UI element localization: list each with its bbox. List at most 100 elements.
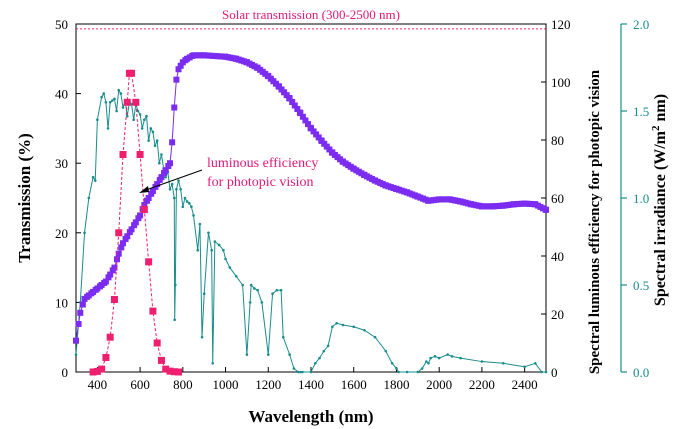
transmission-point <box>118 244 125 251</box>
transmission-point <box>111 264 118 271</box>
luminous-annotation-line2: for photopic vision <box>207 175 314 190</box>
transmission-point <box>77 309 84 316</box>
luminous-annotation-line1: luminous efficiency <box>207 156 318 171</box>
transmission-point <box>102 278 109 285</box>
y-right2-title-part1: Spectral irradiance (W/m <box>652 130 669 306</box>
irradiance-point <box>544 370 548 374</box>
luminous-point <box>136 151 144 158</box>
irradiance-point <box>181 205 185 208</box>
series-irradiance <box>74 88 548 374</box>
irradiance-point <box>248 301 252 304</box>
luminous-annotation-arrow <box>142 169 203 192</box>
irradiance-point <box>207 231 210 235</box>
luminous-point <box>149 307 157 315</box>
luminous-annotation-arrowhead <box>139 186 149 193</box>
irradiance-point <box>91 175 95 179</box>
irradiance-point <box>187 201 191 205</box>
irradiance-point <box>87 196 91 200</box>
transmission-point <box>177 62 184 69</box>
irradiance-point <box>228 266 232 269</box>
transmission-point <box>173 76 180 83</box>
irradiance-point <box>433 355 437 358</box>
irradiance-point <box>185 200 189 203</box>
transmission-point <box>169 139 176 146</box>
irradiance-point <box>326 344 330 348</box>
irradiance-point <box>253 287 256 290</box>
transmission-point <box>286 95 293 102</box>
luminous-point <box>145 258 153 266</box>
luminous-point <box>157 356 165 364</box>
irradiance-point <box>172 196 176 200</box>
irradiance-point <box>540 370 544 374</box>
y-left-tick-label: 40 <box>55 87 68 102</box>
irradiance-point <box>140 127 144 130</box>
irradiance-point <box>292 367 296 370</box>
transmission-point <box>315 134 322 141</box>
irradiance-point <box>446 353 450 356</box>
transmission-point <box>175 66 182 73</box>
luminous-point <box>153 339 161 347</box>
y-right2-tick-label: 1.0 <box>633 191 649 206</box>
irradiance-point <box>313 362 317 365</box>
irradiance-point <box>260 301 264 304</box>
irradiance-point <box>83 231 86 235</box>
luminous-point <box>162 365 170 373</box>
irradiance-point <box>153 144 157 148</box>
y-right1-tick-label: 40 <box>551 249 564 264</box>
irradiance-point <box>132 118 135 121</box>
transmission-point <box>132 219 139 226</box>
transmission-point <box>128 226 135 233</box>
irradiance-point <box>318 356 321 360</box>
transmission-point <box>294 105 301 112</box>
luminous-point <box>93 367 101 375</box>
irradiance-point <box>241 283 244 287</box>
luminous-point <box>140 206 148 214</box>
irradiance-point <box>115 109 118 113</box>
y-right2-title-superscript: 2 <box>650 125 662 131</box>
y-right1-tick-label: 80 <box>551 133 564 148</box>
irradiance-point <box>175 188 178 191</box>
irradiance-point <box>100 95 103 99</box>
x-tick-label: 1000 <box>213 377 239 392</box>
irradiance-point <box>245 353 249 356</box>
irradiance-point <box>151 130 155 134</box>
transmission-point <box>137 212 144 219</box>
irradiance-point <box>501 362 505 365</box>
irradiance-point <box>93 179 97 182</box>
irradiance-point <box>179 188 182 191</box>
irradiance-point <box>190 205 193 208</box>
irradiance-point <box>217 243 221 247</box>
irradiance-point <box>425 360 428 363</box>
transmission-point <box>167 160 173 167</box>
transmission-point <box>308 125 314 132</box>
irradiance-point <box>281 335 285 339</box>
irradiance-point <box>108 101 112 104</box>
irradiance-point <box>183 196 187 200</box>
irradiance-point <box>130 102 133 106</box>
transmission-point <box>289 98 296 105</box>
irradiance-point <box>534 362 537 365</box>
irradiance-point <box>200 335 204 339</box>
irradiance-point <box>296 370 300 374</box>
irradiance-point <box>405 370 409 374</box>
irradiance-point <box>174 283 177 287</box>
irradiance-point <box>299 370 302 374</box>
irradiance-point <box>322 349 326 353</box>
irradiance-point <box>198 222 202 226</box>
luminous-point <box>119 151 127 158</box>
irradiance-point <box>224 257 227 261</box>
irradiance-point <box>160 153 163 156</box>
irradiance-point <box>420 367 424 370</box>
irradiance-point <box>102 92 106 95</box>
irradiance-point <box>111 99 114 102</box>
irradiance-point <box>450 355 454 358</box>
irradiance-point <box>125 114 129 118</box>
y-right2-tick-label: 2.0 <box>633 17 649 32</box>
irradiance-point <box>196 248 200 252</box>
y-right1-axis-title: Spectral luminous efficiency for photopi… <box>587 69 603 374</box>
x-tick-label: 2400 <box>512 377 538 392</box>
y-left-tick-label: 10 <box>55 295 68 310</box>
luminous-point <box>102 354 110 361</box>
x-axis-title: Wavelength (nm) <box>248 407 373 426</box>
